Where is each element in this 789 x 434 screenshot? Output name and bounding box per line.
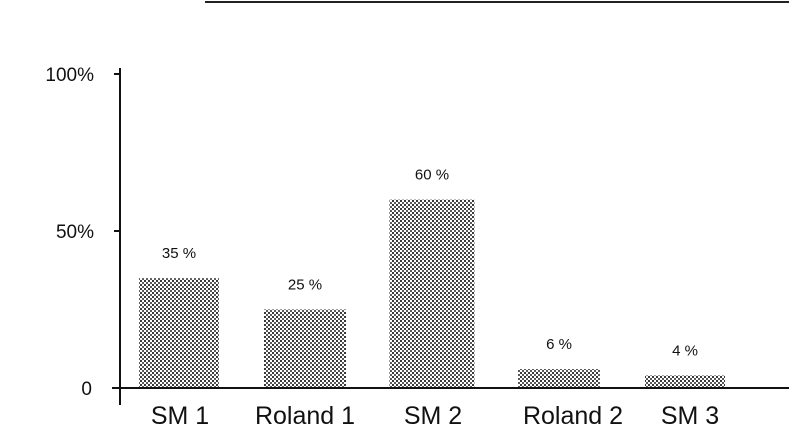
- data-label: 4 %: [672, 342, 698, 359]
- data-label: 6 %: [546, 336, 572, 353]
- x-tick-label: SM 1: [151, 402, 209, 430]
- x-tick-label: Roland 1: [255, 402, 355, 430]
- bar-roland-1: [264, 309, 346, 388]
- y-tick-label: 0: [81, 379, 92, 400]
- bar-sm-3: [645, 375, 725, 388]
- data-label: 35 %: [162, 245, 196, 262]
- x-tick-label: Roland 2: [523, 402, 623, 430]
- y-tick-label: 100%: [45, 65, 94, 86]
- bar-sm-1: [139, 278, 219, 388]
- data-label: 25 %: [288, 277, 322, 294]
- bar-roland-2: [518, 369, 600, 388]
- y-tick-label: 50%: [56, 222, 94, 243]
- data-label: 60 %: [415, 167, 449, 184]
- x-tick-label: SM 3: [661, 402, 719, 430]
- bar-sm-2: [389, 199, 475, 388]
- x-tick-label: SM 2: [404, 402, 462, 430]
